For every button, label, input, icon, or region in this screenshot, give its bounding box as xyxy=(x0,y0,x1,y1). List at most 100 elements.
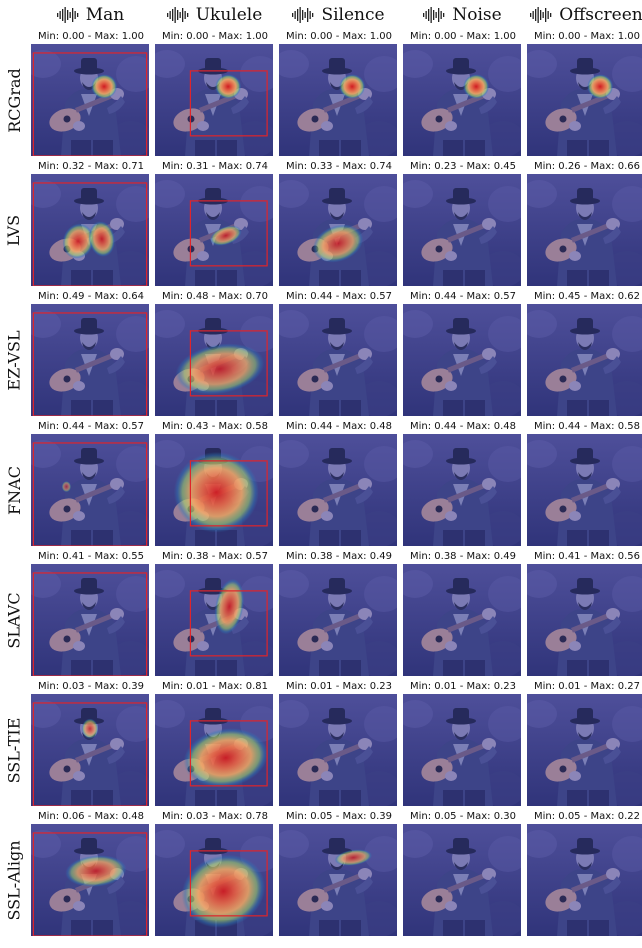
localization-image xyxy=(155,434,273,546)
heatmap-cell: Min: 0.44 - Max: 0.57 xyxy=(403,290,521,416)
heatmap-cell: Min: 0.48 - Max: 0.70 xyxy=(155,290,273,416)
ground-truth-box xyxy=(32,182,148,286)
heatmap-cell: Min: 0.41 - Max: 0.56 xyxy=(527,550,642,676)
localization-image xyxy=(527,694,642,806)
heatmap-cell: Min: 0.00 - Max: 1.00 xyxy=(279,30,397,156)
localization-image xyxy=(527,434,642,546)
audio-waveform-icon xyxy=(56,7,79,23)
localization-image xyxy=(155,304,273,416)
heatmap-cell: Min: 0.26 - Max: 0.66 xyxy=(527,160,642,286)
ground-truth-box xyxy=(32,832,148,936)
attention-heat-region xyxy=(334,849,373,866)
localization-image xyxy=(31,694,149,806)
method-name: LVS xyxy=(4,214,24,246)
min-max-label: Min: 0.00 - Max: 1.00 xyxy=(533,31,640,42)
heatmap-cell: Min: 0.49 - Max: 0.64 xyxy=(31,290,149,416)
method-name: SSL-Align xyxy=(4,839,24,921)
ground-truth-box xyxy=(189,460,268,527)
min-max-label: Min: 0.44 - Max: 0.57 xyxy=(37,421,144,432)
min-max-label: Min: 0.05 - Max: 0.30 xyxy=(409,811,516,822)
min-max-label: Min: 0.38 - Max: 0.49 xyxy=(409,551,516,562)
min-max-label: Min: 0.45 - Max: 0.62 xyxy=(533,291,640,302)
min-max-label: Min: 0.01 - Max: 0.81 xyxy=(161,681,268,692)
localization-image xyxy=(403,434,521,546)
localization-image xyxy=(279,434,397,546)
heatmap-cell: Min: 0.05 - Max: 0.30 xyxy=(403,810,521,936)
heatmap-cell: Min: 0.31 - Max: 0.74 xyxy=(155,160,273,286)
localization-image xyxy=(279,694,397,806)
attention-heat-region xyxy=(183,728,268,788)
column-header-silence: Silence xyxy=(276,0,400,30)
column-header-man: Man xyxy=(28,0,152,30)
min-max-label: Min: 0.26 - Max: 0.66 xyxy=(533,161,640,172)
min-max-label: Min: 0.00 - Max: 1.00 xyxy=(409,31,516,42)
min-max-label: Min: 0.01 - Max: 0.23 xyxy=(409,681,516,692)
row-label-lvs: LVS xyxy=(0,174,28,286)
attention-heat-region xyxy=(65,855,127,887)
localization-image xyxy=(527,174,642,286)
min-max-label: Min: 0.03 - Max: 0.78 xyxy=(161,811,268,822)
attention-heat-region xyxy=(339,74,366,99)
column-header-label: Offscreen xyxy=(559,5,642,25)
ground-truth-box xyxy=(32,442,148,546)
heatmap-cell: Min: 0.43 - Max: 0.58 xyxy=(155,420,273,546)
min-max-label: Min: 0.01 - Max: 0.27 xyxy=(533,681,640,692)
min-max-label: Min: 0.33 - Max: 0.74 xyxy=(285,161,392,172)
localization-image xyxy=(31,824,149,936)
heatmap-cell: Min: 0.00 - Max: 1.00 xyxy=(155,30,273,156)
method-name: SSL-TIE xyxy=(4,717,24,783)
min-max-label: Min: 0.44 - Max: 0.48 xyxy=(285,421,392,432)
heatmap-cell: Min: 0.00 - Max: 1.00 xyxy=(403,30,521,156)
localization-image xyxy=(279,174,397,286)
min-max-label: Min: 0.38 - Max: 0.57 xyxy=(161,551,268,562)
heatmap-cell: Min: 0.44 - Max: 0.57 xyxy=(31,420,149,546)
heatmap-cell: Min: 0.44 - Max: 0.57 xyxy=(279,290,397,416)
heatmap-cell: Min: 0.01 - Max: 0.23 xyxy=(279,680,397,806)
min-max-label: Min: 0.01 - Max: 0.23 xyxy=(285,681,392,692)
column-header-label: Silence xyxy=(321,5,385,25)
ground-truth-box xyxy=(189,200,268,267)
heatmap-cell: Min: 0.03 - Max: 0.39 xyxy=(31,680,149,806)
row-label-ssl-align: SSL-Align xyxy=(0,824,28,936)
column-header-label: Ukulele xyxy=(195,5,263,25)
localization-image xyxy=(527,44,642,156)
localization-image xyxy=(31,44,149,156)
localization-image xyxy=(31,304,149,416)
heatmap-cell: Min: 0.01 - Max: 0.81 xyxy=(155,680,273,806)
min-max-label: Min: 0.44 - Max: 0.58 xyxy=(533,421,640,432)
min-max-label: Min: 0.31 - Max: 0.74 xyxy=(161,161,268,172)
min-max-label: Min: 0.00 - Max: 1.00 xyxy=(37,31,144,42)
min-max-label: Min: 0.44 - Max: 0.57 xyxy=(285,291,392,302)
attention-heat-region xyxy=(587,74,614,99)
attention-heat-region xyxy=(215,74,242,99)
attention-heat-region xyxy=(214,578,245,635)
audio-waveform-icon xyxy=(292,7,314,23)
localization-image xyxy=(403,824,521,936)
min-max-label: Min: 0.23 - Max: 0.45 xyxy=(409,161,516,172)
heatmap-cell: Min: 0.05 - Max: 0.22 xyxy=(527,810,642,936)
heatmap-cell: Min: 0.00 - Max: 1.00 xyxy=(31,30,149,156)
attention-heat-region xyxy=(175,343,265,395)
row-label-slavc: SLAVC xyxy=(0,564,28,676)
ground-truth-box xyxy=(32,572,148,676)
localization-image xyxy=(403,694,521,806)
localization-image xyxy=(403,304,521,416)
localization-image xyxy=(403,174,521,286)
localization-image xyxy=(527,564,642,676)
audio-waveform-icon xyxy=(530,7,552,23)
localization-image xyxy=(155,44,273,156)
method-name: FNAC xyxy=(4,465,24,515)
heatmap-cell: Min: 0.05 - Max: 0.39 xyxy=(279,810,397,936)
column-header-label: Noise xyxy=(452,5,502,25)
min-max-label: Min: 0.41 - Max: 0.55 xyxy=(37,551,144,562)
heatmap-cell: Min: 0.41 - Max: 0.55 xyxy=(31,550,149,676)
heatmap-cell: Min: 0.32 - Max: 0.71 xyxy=(31,160,149,286)
column-header-label: Man xyxy=(85,5,125,25)
ground-truth-box xyxy=(189,70,268,137)
min-max-label: Min: 0.49 - Max: 0.64 xyxy=(37,291,144,302)
audio-waveform-icon xyxy=(166,7,189,23)
heatmap-cell: Min: 0.38 - Max: 0.49 xyxy=(403,550,521,676)
attention-heat-region xyxy=(173,451,259,533)
localization-image xyxy=(155,564,273,676)
attention-heat-region xyxy=(81,718,99,739)
